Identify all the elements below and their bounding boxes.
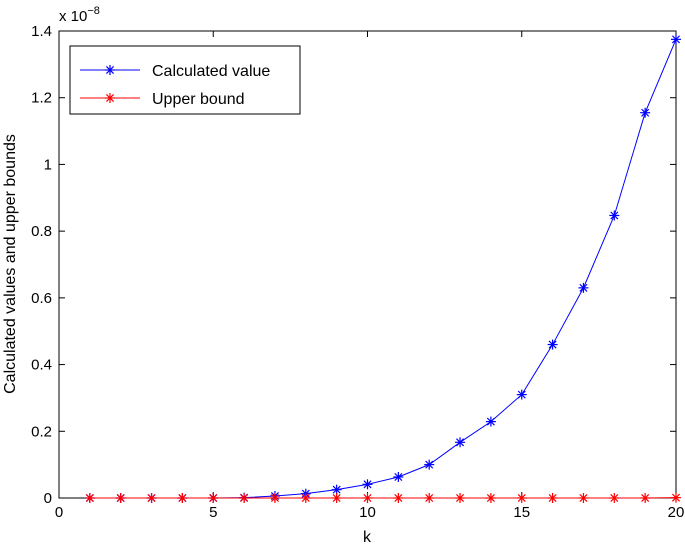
data-point	[516, 389, 527, 400]
data-point	[393, 493, 404, 503]
data-point	[331, 493, 342, 503]
data-point	[393, 471, 404, 482]
legend: Calculated value Upper bound	[69, 45, 301, 115]
data-point	[455, 437, 466, 448]
data-point	[362, 493, 373, 503]
data-point	[547, 339, 558, 350]
legend-item: Upper bound	[80, 91, 245, 108]
data-point	[485, 493, 496, 503]
legend-box	[69, 45, 301, 115]
data-point	[485, 416, 496, 427]
data-point	[609, 210, 620, 221]
y-tick-label: 0	[44, 490, 52, 507]
x-tick-label: 5	[209, 504, 217, 521]
x-tick-label: 20	[668, 504, 685, 521]
data-point	[671, 492, 681, 503]
series-layer	[84, 34, 681, 503]
x-tick-label: 0	[55, 504, 63, 521]
x-tick-label: 15	[513, 504, 530, 521]
y-axis-label: Calculated values and upper bounds	[2, 134, 19, 394]
data-point	[424, 493, 435, 503]
data-point	[671, 34, 681, 45]
y-tick-label: 0.4	[31, 357, 52, 374]
data-point	[177, 493, 188, 503]
legend-item: Calculated value	[80, 63, 270, 80]
legend-marker	[105, 65, 115, 75]
legend-label: Calculated value	[152, 63, 270, 80]
data-point	[208, 493, 219, 503]
data-point	[84, 493, 95, 503]
data-point	[640, 107, 651, 118]
data-point	[269, 493, 280, 503]
data-point	[239, 493, 250, 503]
data-point	[578, 493, 589, 503]
y-tick-label: 0.6	[31, 290, 52, 307]
y-tick-label: 0.8	[31, 223, 52, 240]
data-point	[640, 493, 651, 503]
data-point	[516, 493, 527, 503]
x-tick-label: 10	[359, 504, 376, 521]
data-point	[115, 493, 126, 503]
data-point	[609, 493, 620, 503]
legend-marker	[105, 93, 115, 103]
axis-ticks: 0 5 10 15 20 0 0.2 0.4 0.6 0.8 1 1.2 1.4	[31, 23, 684, 521]
data-point	[547, 493, 558, 503]
data-point	[362, 479, 373, 490]
series-2	[84, 492, 681, 503]
y-tick-label: 1.4	[31, 23, 52, 40]
y-tick-label: 1.2	[31, 90, 52, 107]
data-point	[578, 282, 589, 293]
data-point	[455, 493, 466, 503]
legend-label: Upper bound	[152, 91, 245, 108]
data-point	[331, 484, 342, 495]
y-tick-label: 1	[44, 156, 52, 173]
y-tick-label: 0.2	[31, 423, 52, 440]
data-point	[146, 493, 157, 503]
data-point	[300, 493, 311, 503]
y-exponent-label: x 10−8	[59, 5, 100, 25]
data-point	[424, 459, 435, 470]
x-axis-label: k	[363, 529, 372, 545]
legend-items: Calculated value Upper bound	[80, 63, 270, 108]
